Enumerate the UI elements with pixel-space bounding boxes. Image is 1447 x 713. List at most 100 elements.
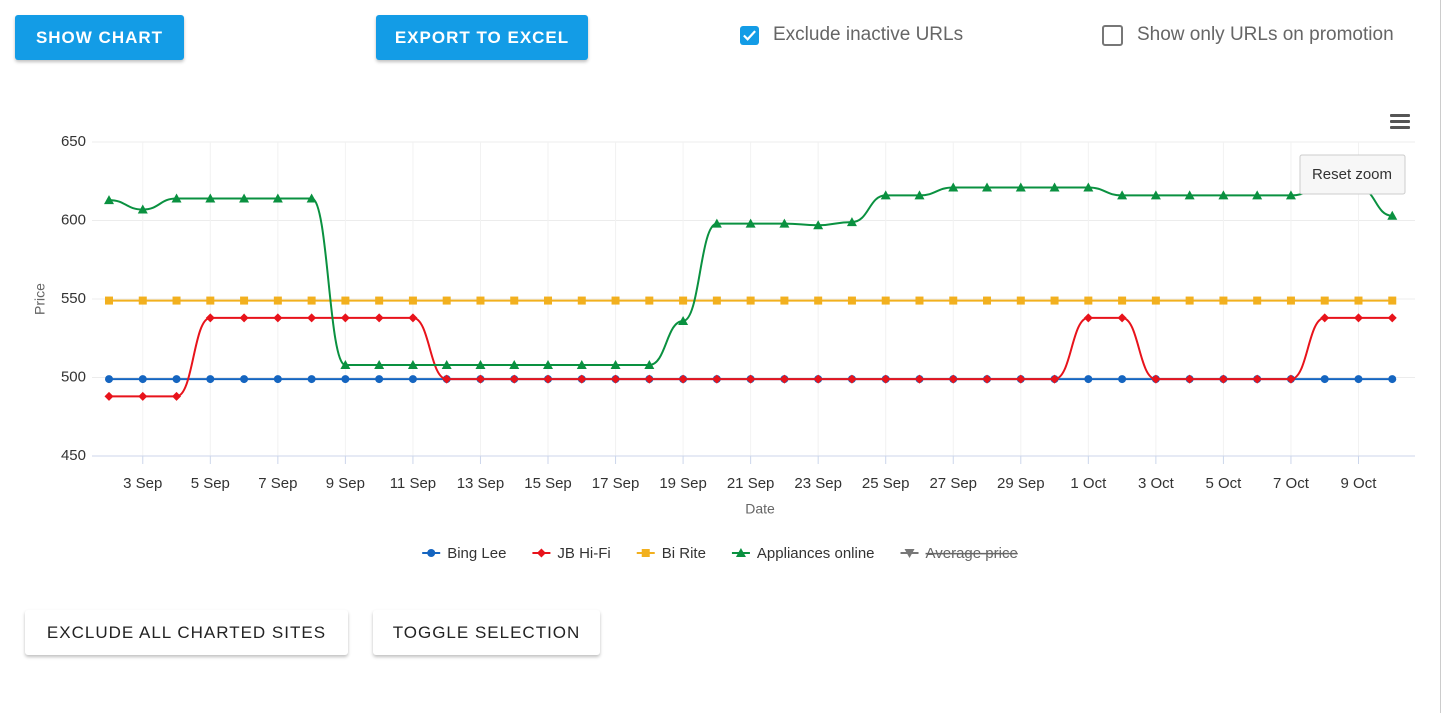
marker (915, 296, 924, 305)
marker (475, 359, 486, 369)
button-bg (1299, 154, 1406, 195)
marker (340, 313, 350, 323)
marker (881, 296, 890, 305)
line (108, 186, 1393, 366)
show-chart-button[interactable]: SHOW CHART (15, 15, 184, 60)
marker (611, 296, 620, 305)
marker (137, 204, 148, 214)
marker (206, 375, 215, 384)
marker (240, 375, 249, 384)
marker (104, 195, 114, 205)
marker (1219, 296, 1228, 305)
marker (1151, 374, 1161, 384)
marker (948, 182, 959, 192)
x-tick-label: 29 Sep (997, 475, 1045, 492)
x-tick-label: 9 Sep (326, 475, 365, 492)
marker (341, 296, 350, 305)
y-axis-title: Price (32, 283, 48, 315)
marker (813, 220, 824, 230)
marker (240, 296, 249, 305)
y-tick-label: 650 (61, 133, 86, 150)
x-tick-label: 5 Sep (191, 475, 230, 492)
marker (1388, 296, 1397, 305)
marker (239, 313, 249, 323)
marker (273, 375, 282, 384)
marker (1151, 296, 1160, 305)
marker (427, 549, 436, 557)
marker (171, 193, 182, 203)
exclude-all-button[interactable]: EXCLUDE ALL CHARTED SITES (25, 610, 348, 655)
check-mark (743, 29, 756, 41)
marker (1320, 296, 1329, 305)
reset-zoom-button[interactable]: Reset zoom (1299, 154, 1406, 195)
x-tick-label: 27 Sep (929, 475, 977, 492)
x-tick-label: 19 Sep (659, 475, 707, 492)
x-tick-label: 15 Sep (524, 475, 572, 492)
marker (610, 359, 621, 369)
x-tick-label: 1 Oct (1070, 475, 1107, 492)
marker (1253, 296, 1262, 305)
marker (914, 190, 925, 200)
exclude-inactive-checkbox[interactable]: Exclude inactive URLs (740, 24, 963, 46)
x-tick-label: 7 Oct (1273, 475, 1310, 492)
promotion-checkbox[interactable]: Show only URLs on promotion (1102, 24, 1394, 46)
x-tick-label: 3 Sep (123, 475, 162, 492)
checkbox-box[interactable] (740, 25, 759, 45)
marker (745, 218, 756, 228)
marker (644, 359, 655, 369)
marker (273, 296, 282, 305)
marker (375, 375, 384, 384)
marker (543, 374, 553, 384)
marker (307, 313, 317, 323)
toggle-selection-button[interactable]: TOGGLE SELECTION (373, 610, 600, 655)
legend: Bing Lee JB Hi-Fi Bi Rite Appliances online… (422, 545, 1018, 562)
marker (746, 374, 756, 384)
menu-icon[interactable] (1390, 114, 1410, 129)
marker (1285, 190, 1296, 200)
marker (711, 218, 722, 228)
marker (1218, 374, 1228, 384)
y-tick-label: 500 (61, 368, 86, 385)
marker (104, 391, 114, 401)
marker (746, 296, 755, 305)
marker (982, 182, 993, 192)
legend-item[interactable]: Appliances online (731, 545, 875, 562)
x-tick-label: 5 Oct (1205, 475, 1242, 492)
legend-item[interactable]: JB Hi-Fi (532, 545, 611, 562)
marker (1320, 375, 1329, 384)
legend-item[interactable]: Average price (900, 545, 1018, 562)
checkbox-box[interactable] (1102, 24, 1123, 46)
y-tick-label: 600 (61, 211, 86, 228)
marker (1083, 182, 1094, 192)
marker (949, 296, 958, 305)
marker (847, 374, 857, 384)
marker (1015, 182, 1026, 192)
marker (341, 375, 350, 384)
legend-item[interactable]: Bi Rite (636, 545, 706, 562)
button-label: Reset zoom (1312, 166, 1392, 183)
marker (476, 296, 485, 305)
marker (475, 374, 485, 384)
export-button[interactable]: EXPORT TO EXCEL (376, 15, 588, 60)
legend-label: Appliances online (757, 545, 875, 562)
marker (205, 313, 215, 323)
legend-item[interactable]: Bing Lee (422, 545, 506, 562)
marker (272, 193, 283, 203)
marker (1049, 182, 1060, 192)
x-tick-label: 11 Sep (390, 475, 436, 492)
marker (375, 296, 384, 305)
marker (374, 313, 384, 323)
marker (1388, 375, 1397, 384)
marker (678, 315, 689, 325)
x-tick-label: 21 Sep (727, 475, 775, 492)
marker (1387, 313, 1397, 323)
marker (138, 391, 148, 401)
marker (779, 374, 789, 384)
marker (1185, 296, 1194, 305)
marker (880, 190, 891, 200)
checkbox-label: Exclude inactive URLs (773, 24, 964, 45)
marker (307, 375, 316, 384)
series (105, 296, 1397, 305)
marker (273, 313, 283, 323)
